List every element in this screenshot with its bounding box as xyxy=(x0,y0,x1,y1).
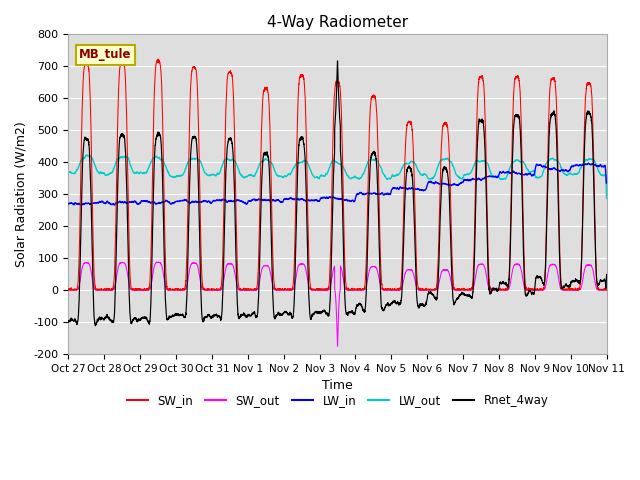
SW_in xyxy=(428,287,436,293)
Rnet_4way xyxy=(429,291,436,297)
SW_out xyxy=(458,287,466,293)
Rnet_4way xyxy=(489,286,497,292)
Line: Rnet_4way: Rnet_4way xyxy=(68,61,607,326)
SW_out xyxy=(489,288,497,293)
LW_in xyxy=(584,160,592,166)
Rnet_4way xyxy=(92,323,99,329)
SW_in xyxy=(161,251,169,257)
LW_out xyxy=(458,176,466,182)
SW_in xyxy=(603,287,611,293)
LW_in xyxy=(77,202,84,208)
LW_in xyxy=(428,180,436,185)
LW_out xyxy=(161,163,169,168)
LW_in xyxy=(458,180,466,185)
LW_in xyxy=(65,201,72,206)
Line: LW_out: LW_out xyxy=(68,155,607,198)
Rnet_4way xyxy=(602,282,610,288)
SW_in xyxy=(602,286,610,292)
Y-axis label: Solar Radiation (W/m2): Solar Radiation (W/m2) xyxy=(15,121,28,267)
Legend: SW_in, SW_out, LW_in, LW_out, Rnet_4way: SW_in, SW_out, LW_in, LW_out, Rnet_4way xyxy=(122,389,553,412)
SW_out xyxy=(65,287,72,293)
Rnet_4way xyxy=(161,291,169,297)
SW_in xyxy=(65,287,72,293)
Title: 4-Way Radiometer: 4-Way Radiometer xyxy=(267,15,408,30)
LW_in xyxy=(603,180,611,186)
SW_in xyxy=(458,287,466,292)
LW_out xyxy=(428,176,436,181)
SW_out xyxy=(429,287,436,292)
Line: SW_in: SW_in xyxy=(68,59,607,290)
SW_out xyxy=(152,259,160,265)
SW_out xyxy=(161,283,169,288)
SW_out xyxy=(603,287,611,293)
SW_out xyxy=(602,287,610,293)
LW_out xyxy=(603,195,611,201)
Rnet_4way xyxy=(65,319,72,324)
Text: MB_tule: MB_tule xyxy=(79,48,132,61)
Line: LW_in: LW_in xyxy=(68,163,607,205)
LW_out xyxy=(489,174,497,180)
LW_in xyxy=(161,199,169,204)
LW_out xyxy=(602,177,610,183)
Rnet_4way xyxy=(458,290,466,296)
LW_out xyxy=(83,152,90,158)
LW_in xyxy=(317,196,325,202)
Line: SW_out: SW_out xyxy=(68,262,607,347)
SW_out xyxy=(317,287,325,293)
SW_in xyxy=(154,56,162,62)
LW_in xyxy=(602,177,610,182)
Rnet_4way xyxy=(333,58,341,64)
LW_in xyxy=(489,174,497,180)
SW_out xyxy=(333,344,341,349)
SW_in xyxy=(317,287,325,292)
X-axis label: Time: Time xyxy=(322,379,353,392)
Rnet_4way xyxy=(603,272,611,277)
LW_out xyxy=(317,172,325,178)
SW_in xyxy=(489,287,497,293)
LW_out xyxy=(65,169,72,175)
Rnet_4way xyxy=(317,310,325,316)
